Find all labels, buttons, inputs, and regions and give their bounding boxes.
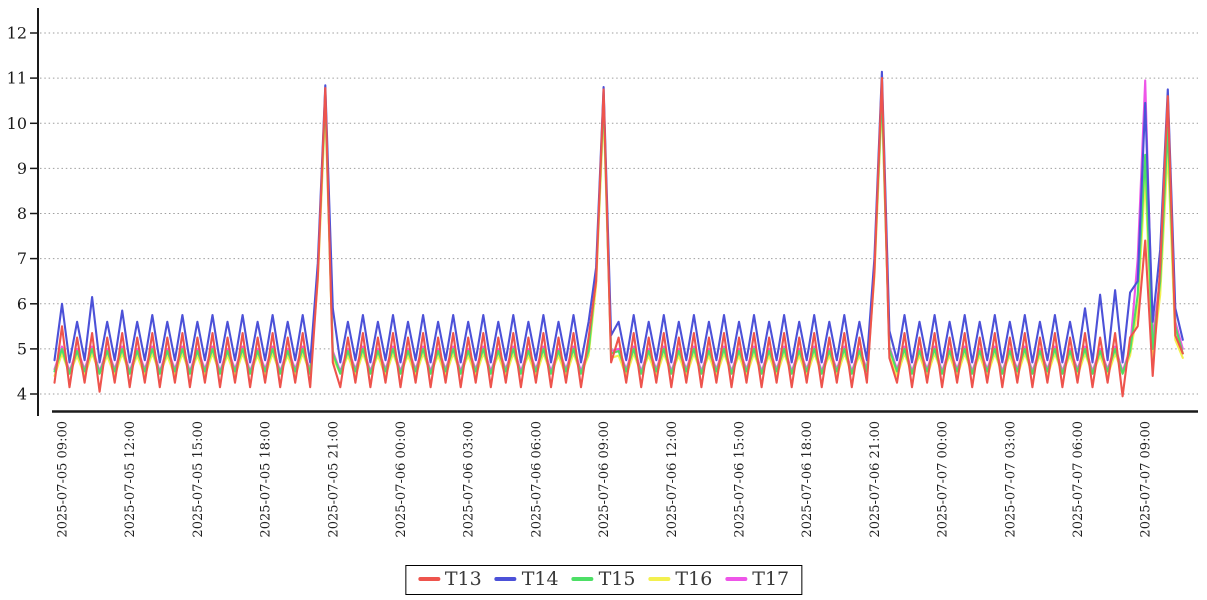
y-axis: 4 5 6 7 8 9 10 11 12 <box>7 8 39 416</box>
x-tick-label: 2025-07-07 09:00 <box>1139 421 1154 538</box>
legend: T13 T14 T15 T16 T17 <box>404 565 803 595</box>
y-tick-label: 6 <box>17 294 27 313</box>
y-tick-label: 8 <box>17 204 27 223</box>
legend-swatch-T16 <box>648 577 671 581</box>
legend-swatch-T15 <box>571 577 594 581</box>
legend-label: T15 <box>598 568 636 590</box>
x-tick-label: 2025-07-05 09:00 <box>56 421 71 538</box>
legend-item-T16: T16 <box>648 568 712 590</box>
series-line-T13 <box>53 77 1184 398</box>
y-tick-label: 7 <box>17 249 27 268</box>
y-tick-label: 11 <box>7 69 27 88</box>
legend-item-T15: T15 <box>571 568 636 590</box>
x-tick-label: 2025-07-05 15:00 <box>191 421 206 538</box>
legend-swatch-T14 <box>494 577 517 581</box>
y-tick-label: 10 <box>7 114 27 133</box>
series-line-T16 <box>53 99 1184 377</box>
legend-item-T14: T14 <box>494 568 559 590</box>
series-lines <box>53 70 1184 398</box>
x-tick-label: 2025-07-06 00:00 <box>394 421 409 538</box>
y-tick-label: 5 <box>17 339 27 358</box>
series-line-T14 <box>53 70 1184 364</box>
series-line-T17 <box>53 79 1184 373</box>
x-tick-label: 2025-07-06 12:00 <box>665 421 680 538</box>
x-tick-label: 2025-07-05 18:00 <box>259 421 274 538</box>
x-tick-label: 2025-07-05 12:00 <box>123 421 138 538</box>
legend-swatch-T13 <box>417 577 440 581</box>
x-tick-label: 2025-07-06 21:00 <box>868 421 883 538</box>
legend-item-T13: T13 <box>417 568 482 590</box>
y-tick-label: 12 <box>7 24 27 43</box>
x-tick-label: 2025-07-06 18:00 <box>800 421 815 538</box>
x-tick-label: 2025-07-05 21:00 <box>326 421 341 538</box>
y-tick-label: 4 <box>17 385 27 404</box>
legend-label: T16 <box>675 568 713 590</box>
y-tick-label: 9 <box>17 159 27 178</box>
x-tick-label: 2025-07-07 06:00 <box>1071 421 1086 538</box>
x-tick-label: 2025-07-07 00:00 <box>936 421 951 538</box>
x-tick-label: 2025-07-07 03:00 <box>1003 421 1018 538</box>
x-tick-label: 2025-07-06 09:00 <box>597 421 612 538</box>
series-line-T15 <box>53 90 1184 375</box>
legend-item-T17: T17 <box>725 568 789 590</box>
x-tick-label: 2025-07-06 15:00 <box>733 421 748 538</box>
legend-label: T14 <box>521 568 559 590</box>
legend-swatch-T17 <box>725 577 748 581</box>
x-axis: 2025-07-05 09:00 2025-07-05 12:00 2025-07-… <box>52 410 1198 538</box>
x-tick-label: 2025-07-06 03:00 <box>462 421 477 538</box>
legend-label: T13 <box>444 568 482 590</box>
legend-label: T17 <box>752 568 790 590</box>
x-tick-label: 2025-07-06 06:00 <box>529 421 544 538</box>
